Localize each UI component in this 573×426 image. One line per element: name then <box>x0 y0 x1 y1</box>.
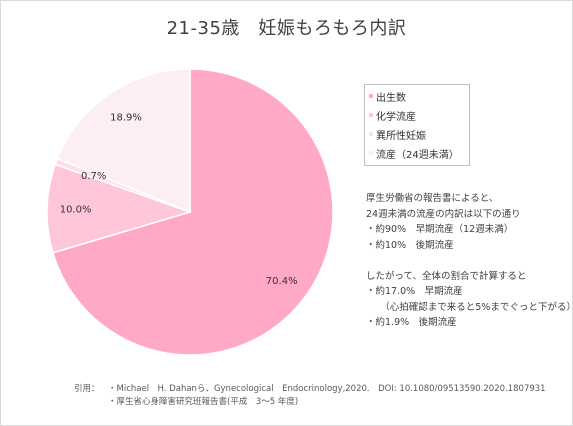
legend-item-chemical: 化学流産 <box>369 106 416 124</box>
citation-prefix-spacer <box>74 396 108 409</box>
citation-row: ・厚生省心身障害研究班報告書(平成 3～5 年度) <box>74 396 546 409</box>
legend-item-ectopic: 異所性妊娠 <box>369 125 426 143</box>
legend-item-birth: 出生数 <box>369 87 406 105</box>
citation-line: ・厚生省心身障害研究班報告書(平成 3～5 年度) <box>108 397 299 407</box>
note-line: （心拍確認まで来ると5%までぐっと下がる） <box>366 301 573 313</box>
legend-item-miscarriage: 流産（24週未満） <box>369 144 459 162</box>
note-line: 厚生労働省の報告書によると、 <box>366 193 499 204</box>
legend-label: 流産（24週未満） <box>376 149 459 161</box>
citation: 引用： ・Michael H. Dahanら、Gynecological End… <box>74 383 546 409</box>
note-line <box>366 253 572 269</box>
note-line: ・約10% 後期流産 <box>366 239 454 251</box>
note-line: 24週未満の流産の内訳は以下の通り <box>366 208 521 220</box>
pie-slice-labels: 70.4% 10.0% 0.7% 18.9% <box>60 113 298 287</box>
citation-row: 引用： ・Michael H. Dahanら、Gynecological End… <box>74 383 546 396</box>
pie-slices <box>46 68 334 356</box>
legend-swatch <box>369 151 373 155</box>
legend-label: 出生数 <box>376 92 406 104</box>
slice-value-label: 70.4% <box>266 276 298 287</box>
chart-legend: 出生数 化学流産 異所性妊娠 流産（24週未満） <box>364 84 470 166</box>
legend-label: 化学流産 <box>376 111 416 123</box>
note-line: ・約17.0% 早期流産 <box>366 286 463 297</box>
chart-title: 21-35歳 妊娠もろもろ内訳 <box>166 18 407 39</box>
note-line: ・約1.9% 後期流産 <box>366 317 457 328</box>
note-line: ・約90% 早期流産（12週未満） <box>366 224 514 235</box>
legend-swatch <box>369 94 373 98</box>
legend-swatch <box>369 132 373 136</box>
legend-swatch <box>369 113 373 117</box>
slice-value-label: 0.7% <box>81 171 106 182</box>
slice-value-label: 18.9% <box>110 113 142 124</box>
slice-birth <box>51 68 334 356</box>
citation-prefix: 引用： <box>74 384 100 394</box>
explanation-note: 厚生労働省の報告書によると、 24週未満の流産の内訳は以下の通り ・約90% 早… <box>366 191 573 331</box>
legend-label: 異所性妊娠 <box>376 130 426 142</box>
slice-chemical <box>46 163 193 254</box>
citation-line: ・Michael H. Dahanら、Gynecological Endocri… <box>108 384 546 394</box>
slice-value-label: 10.0% <box>60 205 92 216</box>
slice-miscarriage <box>56 68 191 214</box>
note-line: したがって、全体の割合で計算すると <box>366 270 527 282</box>
